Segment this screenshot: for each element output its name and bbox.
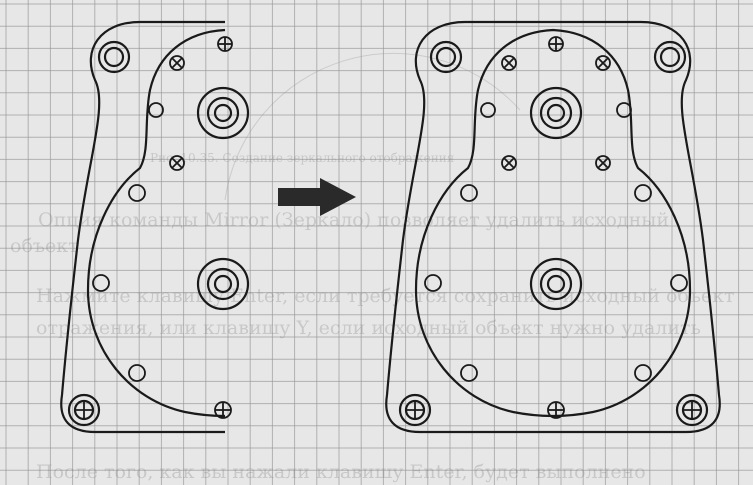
left-top-mount-inner [103,46,125,68]
bolt-hole-cross [595,55,611,71]
bolt-hole-cross [424,274,442,292]
bolt-hole-cross [595,155,611,171]
right-outer-contour [385,20,721,434]
left-bottom-boss-outer [196,257,250,311]
left-bottom-mount-outer [67,393,101,427]
right-inner-contour [414,28,692,418]
bolt-hole-cross [634,364,652,382]
left-top-mount-outer [97,40,131,74]
left-bottom-boss-mid [206,267,240,301]
right-bottom-right-mount-outer [675,393,709,427]
bolt-hole-cross [169,155,185,171]
left-inner-contour [86,28,226,418]
bolt-hole-cross [480,102,496,118]
left-half-drawing [60,20,250,434]
bolt-hole-cross [92,274,110,292]
bolt-hole-plus [74,400,94,420]
bleed-line-5: Рис. 10.35. Создание зеркального отображ… [150,151,454,165]
left-top-boss-outer [196,86,250,140]
right-top-left-mount-inner [435,46,457,68]
right-top-boss-inner [546,103,566,123]
right-bottom-boss-mid [539,267,573,301]
bolt-hole-cross [501,55,517,71]
arrow-right-icon [278,178,356,216]
bleed-line-6: После того, как вы нажали клавишу Enter,… [36,461,646,483]
bleed-through-text: Опция команды Mirror (Зеркало) позволяет… [10,151,735,483]
bolt-hole-cross [501,155,517,171]
bolt-hole-cross [670,274,688,292]
bolt-hole-plus [548,36,564,52]
bleed-line-3: Нажмите клавишу Enter, если требуется со… [36,285,735,307]
left-bottom-boss-inner [213,274,233,294]
construction-arc [224,52,521,201]
bolt-hole-cross [616,102,632,118]
left-top-boss-inner [213,103,233,123]
right-top-left-mount-outer [429,40,463,74]
right-top-right-mount-inner [659,46,681,68]
bleed-line-4: отражения, или клавишу Y, если исходный … [36,317,701,339]
bolt-hole-cross [169,55,185,71]
bolt-hole-plus [405,400,425,420]
bolt-hole-plus [214,401,232,419]
bolt-hole-cross [128,364,146,382]
bolt-hole-cross [148,102,164,118]
right-top-boss-outer [529,86,583,140]
right-bottom-boss-inner [546,274,566,294]
left-outer-contour [60,20,225,434]
bolt-hole-cross [634,184,652,202]
bolt-hole-cross [460,364,478,382]
right-bottom-left-mount-outer [398,393,432,427]
left-top-boss-mid [206,96,240,130]
right-bolt-holes [405,36,702,420]
bleed-line-2: объект [10,235,79,257]
bolt-hole-cross [460,184,478,202]
right-bottom-boss-outer [529,257,583,311]
left-bolt-holes [74,36,233,420]
bolt-hole-plus [217,36,233,52]
bolt-hole-cross [128,184,146,202]
right-full-drawing [385,20,721,434]
bleed-line-1: Опция команды Mirror (Зеркало) позволяет… [38,209,669,231]
bolt-hole-plus [547,401,565,419]
bolt-hole-plus [682,400,702,420]
right-top-right-mount-outer [653,40,687,74]
right-top-boss-mid [539,96,573,130]
